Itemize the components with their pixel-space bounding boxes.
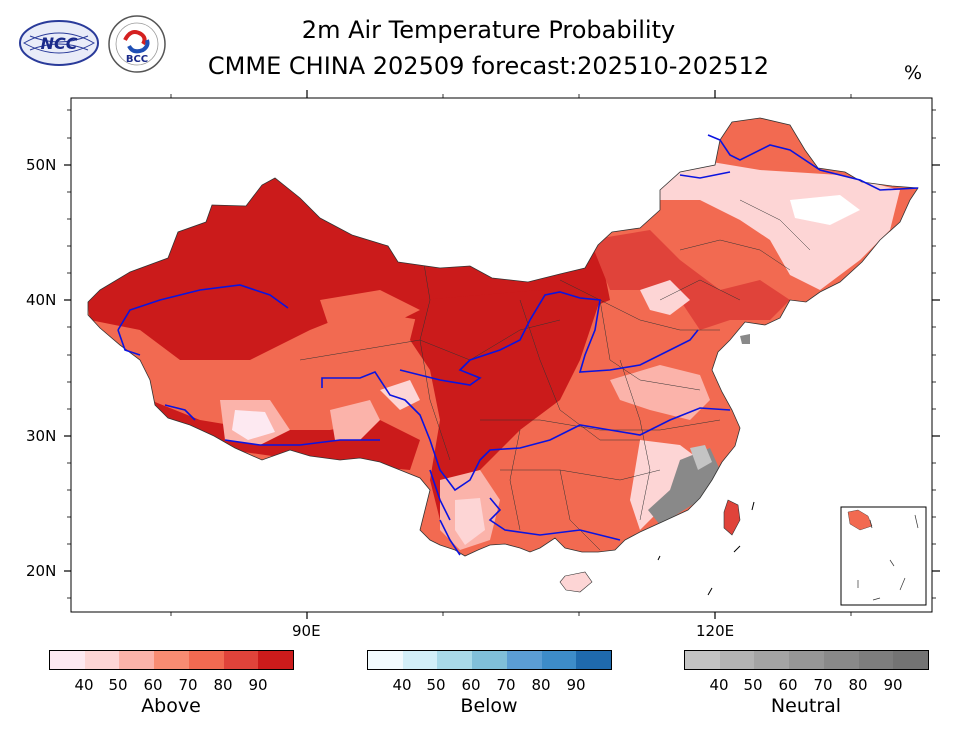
neutral-legend-title: Neutral xyxy=(770,695,842,717)
neutral-tick-80: 80 xyxy=(848,676,868,694)
above-tick-80: 80 xyxy=(213,676,233,694)
neutral-swatch-2 xyxy=(754,651,790,669)
neutral-swatch-1 xyxy=(719,651,755,669)
below-swatch-4 xyxy=(506,651,542,669)
neutral-swatch-6 xyxy=(893,651,929,669)
below-swatch-2 xyxy=(437,651,473,669)
above-tick-40: 40 xyxy=(74,676,94,694)
below-swatch-1 xyxy=(402,651,438,669)
below-swatch-5 xyxy=(541,651,577,669)
lat-label-30n: 30N xyxy=(26,427,57,445)
above-swatch-6 xyxy=(258,651,294,669)
colorbar-below xyxy=(367,650,612,670)
neutral-tick-40: 40 xyxy=(709,676,729,694)
neutral-tick-60: 60 xyxy=(778,676,798,694)
below-legend-title: Below xyxy=(460,695,518,717)
colorbar-neutral xyxy=(684,650,929,670)
above-swatch-3 xyxy=(154,651,189,669)
above-swatch-1 xyxy=(84,651,120,669)
title-line-1: 2m Air Temperature Probability xyxy=(301,16,676,44)
above-tick-60: 60 xyxy=(143,676,163,694)
below-tick-70: 70 xyxy=(496,676,516,694)
below-swatch-0 xyxy=(368,651,403,669)
neutral-swatch-4 xyxy=(823,651,859,669)
lat-label-40n: 40N xyxy=(26,291,57,309)
title-line-2: CMME CHINA 202509 forecast:202510-202512 xyxy=(207,52,770,80)
neutral-tick-70: 70 xyxy=(813,676,833,694)
lat-label-20n: 20N xyxy=(26,562,57,580)
colorbar-above xyxy=(49,650,294,670)
neutral-tick-50: 50 xyxy=(743,676,763,694)
above-tick-90: 90 xyxy=(248,676,268,694)
lon-label-120e: 120E xyxy=(696,622,735,640)
unit-label: % xyxy=(904,62,923,84)
above-swatch-0 xyxy=(50,651,85,669)
below-tick-60: 60 xyxy=(461,676,481,694)
above-tick-50: 50 xyxy=(108,676,128,694)
above-swatch-2 xyxy=(119,651,155,669)
above-swatch-4 xyxy=(188,651,224,669)
ncc-logo: NCC xyxy=(18,18,100,68)
below-swatch-6 xyxy=(576,651,612,669)
below-swatch-3 xyxy=(472,651,507,669)
below-tick-40: 40 xyxy=(392,676,412,694)
lat-label-50n: 50N xyxy=(26,156,57,174)
neutral-swatch-3 xyxy=(789,651,824,669)
above-tick-70: 70 xyxy=(178,676,198,694)
below-tick-80: 80 xyxy=(531,676,551,694)
above-swatch-5 xyxy=(223,651,259,669)
neutral-swatch-5 xyxy=(858,651,894,669)
above-legend-title: Above xyxy=(141,695,201,717)
below-tick-90: 90 xyxy=(566,676,586,694)
neutral-tick-90: 90 xyxy=(883,676,903,694)
ncc-logo-text: NCC xyxy=(41,34,78,53)
neutral-swatch-0 xyxy=(685,651,720,669)
bcc-logo: BCC xyxy=(107,14,167,74)
lon-label-90e: 90E xyxy=(292,622,321,640)
below-tick-50: 50 xyxy=(426,676,446,694)
bcc-logo-text: BCC xyxy=(126,54,148,65)
